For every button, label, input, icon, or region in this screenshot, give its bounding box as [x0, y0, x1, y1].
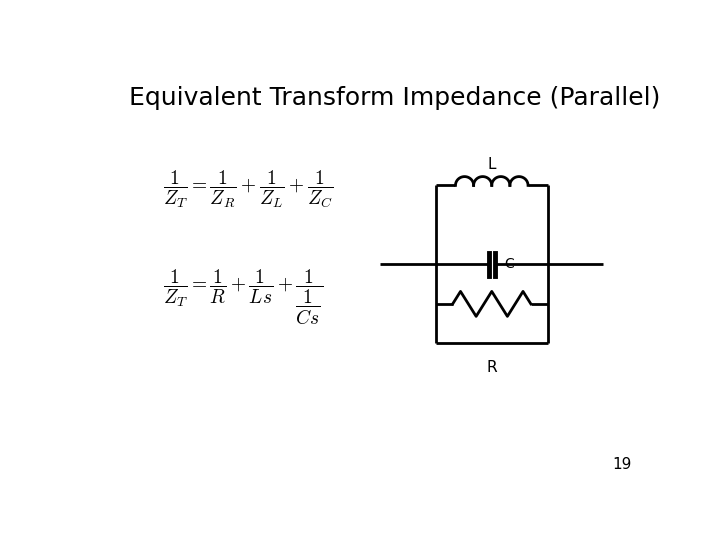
Text: C: C [505, 258, 514, 272]
Text: $\dfrac{1}{Z_T} = \dfrac{1}{R} + \dfrac{1}{Ls} + \dfrac{1}{\dfrac{1}{Cs}}$: $\dfrac{1}{Z_T} = \dfrac{1}{R} + \dfrac{… [163, 268, 323, 327]
Text: 19: 19 [612, 457, 631, 472]
Text: $\dfrac{1}{Z_T} = \dfrac{1}{Z_R} + \dfrac{1}{Z_L} + \dfrac{1}{Z_C}$: $\dfrac{1}{Z_T} = \dfrac{1}{Z_R} + \dfra… [163, 169, 333, 210]
Text: L: L [487, 157, 496, 172]
Text: R: R [487, 360, 497, 375]
Text: Equivalent Transform Impedance (Parallel): Equivalent Transform Impedance (Parallel… [129, 85, 660, 110]
